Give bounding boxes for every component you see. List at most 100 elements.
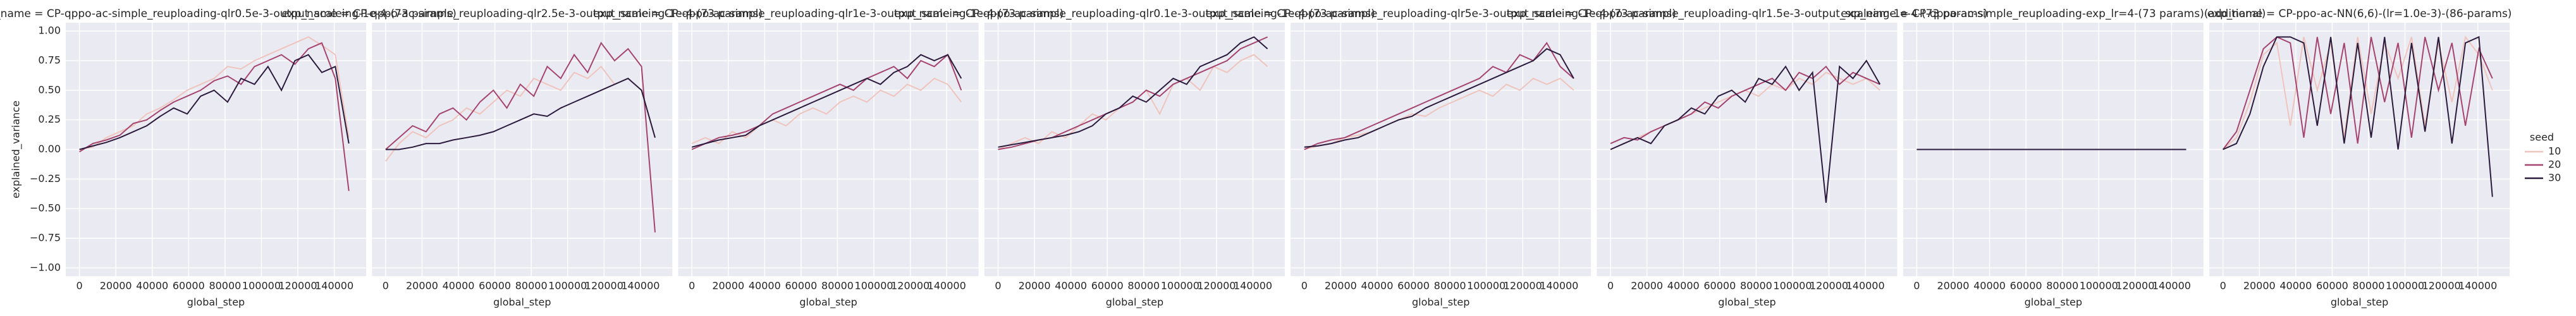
x-tick-label: 120000 — [1810, 280, 1848, 292]
series-line — [691, 53, 962, 150]
series-line — [691, 54, 962, 148]
x-tick-label: 60000 — [479, 280, 511, 292]
x-tick-label: 20000 — [1325, 280, 1357, 292]
series-line — [79, 54, 350, 150]
legend-title: seed — [2530, 131, 2554, 143]
series-line — [385, 77, 656, 150]
y-tick-label: 0.75 — [38, 54, 61, 66]
x-tick-label: 40000 — [2279, 280, 2312, 292]
x-tick-label: 20000 — [1631, 280, 1663, 292]
x-tick-label: 140000 — [2152, 280, 2191, 292]
x-tick-label: 60000 — [2316, 280, 2348, 292]
series-line — [2223, 35, 2493, 150]
y-tick-label: −0.25 — [30, 173, 61, 185]
x-axis-label: global_step — [1412, 296, 1469, 309]
x-tick-label: 100000 — [242, 280, 281, 292]
x-tick-label: 0 — [76, 280, 82, 292]
x-tick-label: 60000 — [1397, 280, 1430, 292]
panel-title: exp_name = CP-qppo-ac-simple_reuploading… — [1205, 8, 1676, 20]
x-tick-label: 120000 — [891, 280, 929, 292]
x-tick-label: 80000 — [821, 280, 854, 292]
x-tick-label: 120000 — [2422, 280, 2461, 292]
x-tick-label: 20000 — [100, 280, 132, 292]
x-axis-label: global_step — [1718, 296, 1776, 309]
x-tick-label: 40000 — [1973, 280, 2006, 292]
x-tick-label: 60000 — [785, 280, 817, 292]
series-line — [1304, 42, 1574, 150]
x-tick-label: 20000 — [712, 280, 744, 292]
x-tick-label: 120000 — [1504, 280, 1542, 292]
x-tick-label: 140000 — [1234, 280, 1272, 292]
series-line — [1610, 59, 1881, 203]
x-tick-label: 120000 — [2116, 280, 2154, 292]
x-tick-label: 40000 — [443, 280, 475, 292]
y-tick-label: 0.25 — [38, 113, 61, 125]
x-tick-label: 20000 — [406, 280, 438, 292]
y-tick-label: 1.00 — [38, 25, 61, 37]
x-tick-label: 100000 — [548, 280, 587, 292]
series-line — [1304, 48, 1574, 148]
x-tick-label: 60000 — [173, 280, 205, 292]
series-line — [385, 65, 656, 162]
x-tick-label: 100000 — [1161, 280, 1199, 292]
series-line — [998, 36, 1268, 148]
panel-title: exp_name = CP-ppo-ac-NN(6,6)-(lr=1.0e-3)… — [2207, 8, 2512, 20]
x-axis-label: global_step — [187, 296, 245, 309]
panel-title: exp_name = CP-qppo-ac-simple_reuploading… — [0, 8, 457, 20]
x-axis-label: global_step — [1106, 296, 1163, 309]
legend-label: 20 — [2548, 159, 2561, 171]
x-tick-label: 120000 — [585, 280, 623, 292]
x-tick-label: 140000 — [928, 280, 966, 292]
x-tick-label: 100000 — [1467, 280, 1506, 292]
x-tick-label: 100000 — [2080, 280, 2118, 292]
x-tick-label: 20000 — [1937, 280, 1970, 292]
x-tick-label: 40000 — [1361, 280, 1393, 292]
panel-title: exp_name = CP-qppo-ac-simple_reuploading… — [593, 8, 1064, 20]
x-tick-label: 80000 — [515, 280, 548, 292]
series-line — [79, 36, 350, 150]
series-line — [2222, 36, 2493, 150]
series-line — [79, 42, 350, 191]
x-tick-label: 0 — [1913, 280, 1920, 292]
panel-title: exp_name = CP-qppo-ac-simple_reuploading… — [1841, 8, 2266, 20]
x-tick-label: 0 — [1301, 280, 1308, 292]
x-axis-label: global_step — [493, 296, 551, 309]
series-line — [1610, 65, 1880, 145]
x-tick-label: 140000 — [1846, 280, 1885, 292]
x-tick-label: 40000 — [749, 280, 781, 292]
x-tick-label: 60000 — [1703, 280, 1736, 292]
x-tick-label: 140000 — [1540, 280, 1578, 292]
series-line — [385, 41, 656, 233]
x-axis-label: global_step — [799, 296, 857, 309]
y-tick-label: −0.75 — [30, 232, 61, 244]
x-tick-label: 40000 — [1055, 280, 1087, 292]
x-tick-label: 0 — [1607, 280, 1614, 292]
panel-title: exp_name = CP-qppo-ac-simple_reuploading… — [1507, 8, 1988, 20]
x-tick-label: 40000 — [1667, 280, 1700, 292]
x-tick-label: 140000 — [621, 280, 659, 292]
x-tick-label: 80000 — [209, 280, 241, 292]
y-tick-label: −1.00 — [30, 261, 61, 273]
x-tick-label: 80000 — [2046, 280, 2078, 292]
x-tick-label: 100000 — [855, 280, 893, 292]
y-axis-label: explained_variance — [10, 100, 23, 198]
y-tick-label: −0.50 — [30, 202, 61, 214]
x-tick-label: 120000 — [1197, 280, 1236, 292]
x-axis-label: global_step — [2025, 296, 2082, 309]
x-tick-label: 80000 — [1127, 280, 1160, 292]
x-tick-label: 100000 — [2386, 280, 2424, 292]
panel-title: exp_name = CP-qppo-ac-simple_reuploading… — [281, 8, 763, 20]
x-axis-label: global_step — [2331, 296, 2388, 309]
x-tick-label: 80000 — [1434, 280, 1466, 292]
x-tick-label: 0 — [2220, 280, 2226, 292]
legend-label: 10 — [2548, 145, 2561, 157]
x-tick-label: 20000 — [2243, 280, 2276, 292]
y-tick-label: 0.50 — [38, 83, 61, 95]
x-tick-label: 0 — [995, 280, 1001, 292]
legend-label: 30 — [2548, 172, 2561, 184]
x-tick-label: 60000 — [2010, 280, 2042, 292]
series-line — [1304, 77, 1574, 150]
x-tick-label: 100000 — [1773, 280, 1812, 292]
